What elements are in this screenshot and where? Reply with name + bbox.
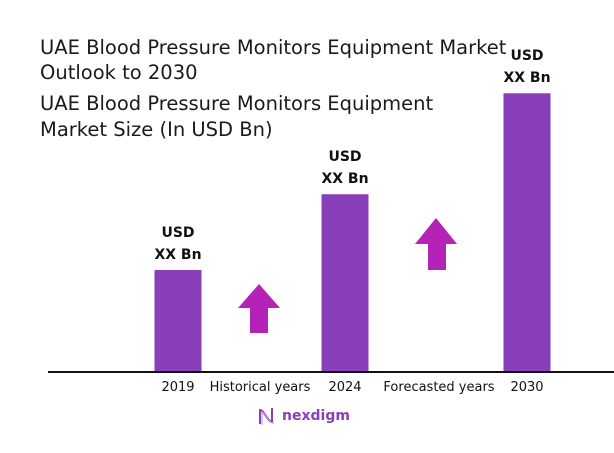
nexdigm-logo-icon [259, 408, 275, 425]
growth-arrow-forecast [415, 218, 457, 270]
bar-2024 [321, 194, 369, 371]
bar-2030 [503, 93, 551, 371]
chart-title-line2: Outlook to 2030 [40, 61, 198, 84]
data-label-currency: USD [510, 48, 544, 65]
data-label-2019: USD XX Bn [154, 222, 201, 266]
data-label-value: XX Bn [321, 171, 369, 188]
data-label-value: XX Bn [503, 70, 551, 87]
chart-subtitle-line2: Market Size (In USD Bn) [40, 118, 273, 141]
data-label-value: XX Bn [154, 247, 202, 263]
chart-subtitle-line1: UAE Blood Pressure Monitors Equipment [40, 92, 434, 115]
growth-arrow-historical [238, 284, 280, 333]
chart-title-line1: UAE Blood Pressure Monitors Equipment Ma… [40, 36, 507, 59]
data-label-2024: USD XX Bn [321, 146, 368, 190]
nexdigm-logo: nexdigm [258, 406, 350, 426]
data-label-currency: USD [161, 225, 195, 241]
data-label-2030: USD XX Bn [503, 45, 550, 89]
bar-2019 [154, 270, 202, 371]
x-tick-2019: 2019 [161, 380, 195, 395]
data-label-currency: USD [328, 149, 362, 166]
annotation-forecasted-years: Forecasted years [383, 380, 495, 395]
annotation-historical-years: Historical years [209, 380, 311, 395]
x-tick-2030: 2030 [510, 380, 544, 395]
x-tick-2024: 2024 [328, 380, 362, 395]
nexdigm-logo-text: nexdigm [282, 408, 350, 424]
